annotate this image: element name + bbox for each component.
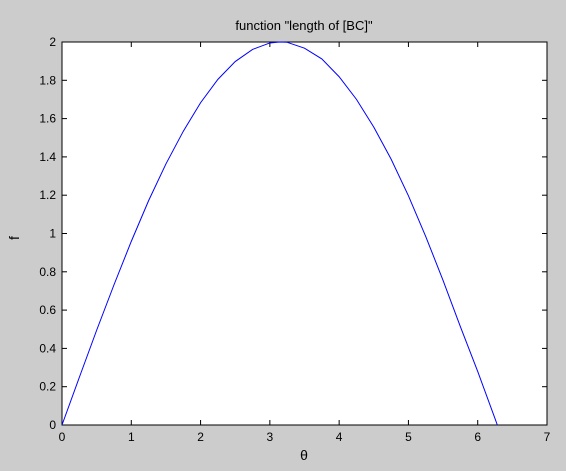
x-tick-label: 3	[267, 430, 274, 444]
x-tick-label: 7	[544, 430, 551, 444]
y-tick-label: 0.8	[39, 265, 56, 279]
y-tick-label: 1.2	[39, 188, 56, 202]
series-group	[61, 41, 498, 426]
x-tick-label: 5	[405, 430, 412, 444]
y-tick-label: 1.4	[39, 150, 56, 164]
x-tick-label: 1	[128, 430, 135, 444]
y-tick-label: 1.8	[39, 73, 56, 87]
y-tick-label: 0.2	[39, 380, 56, 394]
x-tick-label: 0	[59, 430, 66, 444]
y-tick-label: 1.6	[39, 112, 56, 126]
x-tick-label: 4	[336, 430, 343, 444]
y-tick-label: 0.6	[39, 303, 56, 317]
chart-title: function "length of [BC]"	[235, 18, 373, 33]
y-axis-label: f	[6, 236, 22, 240]
plot-area	[61, 41, 548, 426]
y-tick-label: 1	[49, 227, 56, 241]
x-axis-label: θ	[300, 447, 308, 463]
y-tick-label: 2	[49, 35, 56, 49]
y-tick-label: 0.4	[39, 341, 56, 355]
series-line-0	[61, 41, 498, 426]
x-tick-label: 6	[474, 430, 481, 444]
y-tick-label: 0	[49, 418, 56, 432]
x-tick-label: 2	[197, 430, 204, 444]
